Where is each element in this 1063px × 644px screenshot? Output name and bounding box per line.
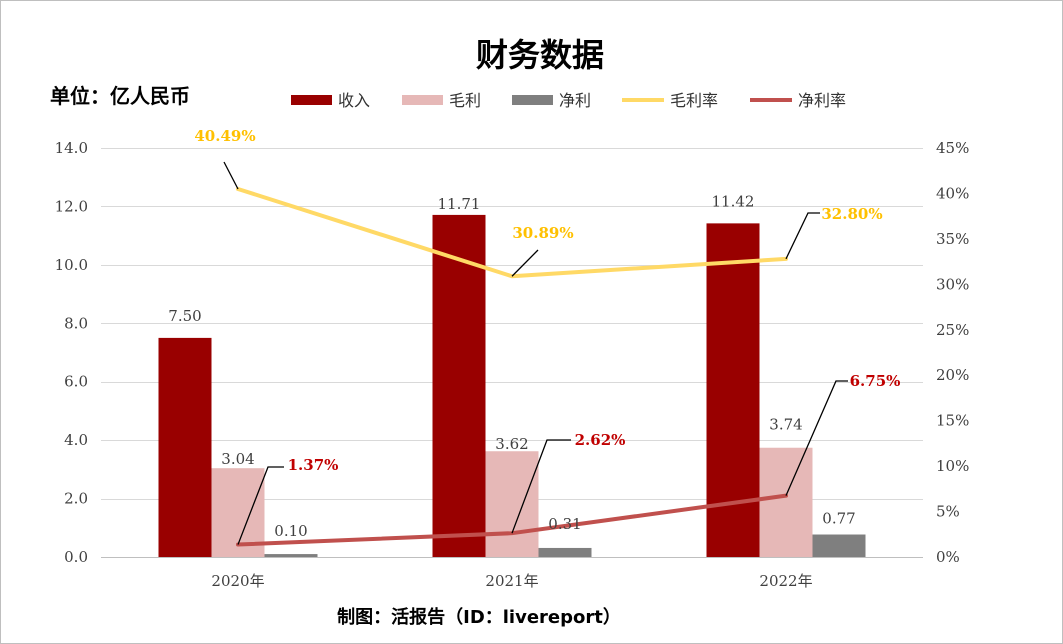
category-label: 2020年	[211, 572, 264, 590]
legend-label-net-margin: 净利率	[798, 91, 846, 110]
left-axis-tick-label: 10.0	[55, 256, 88, 274]
axis-labels: 0.0 2.0 4.0 6.0 8.0 10.0 12.0 14.0 0% 5% 10% 15% 20%…	[55, 139, 970, 590]
gross-margin-value-label: 40.49%	[194, 127, 255, 145]
right-axis-tick-label: 0%	[936, 548, 960, 566]
gross-profit-value-label: 3.04	[221, 450, 254, 468]
revenue-value-label: 11.71	[438, 195, 481, 213]
right-axis-tick-label: 15%	[936, 412, 969, 430]
right-axis-tick-label: 10%	[936, 457, 969, 475]
net-profit-value-label: 0.77	[822, 510, 855, 528]
revenue-bar	[158, 337, 212, 557]
net-profit-bar	[812, 534, 866, 557]
net-profit-bar	[264, 554, 318, 557]
left-axis-tick-label: 6.0	[64, 373, 88, 391]
unit-label: 单位：亿人民币	[50, 84, 190, 108]
right-axis-tick-label: 35%	[936, 230, 969, 248]
right-axis-tick-label: 45%	[936, 139, 969, 157]
net-margin-value-label: 1.37%	[288, 456, 339, 474]
right-axis-tick-label: 25%	[936, 321, 969, 339]
net-margin-leader-line	[785, 380, 848, 496]
gross-profit-value-label: 3.62	[495, 435, 528, 453]
legend-swatch-net-profit	[512, 95, 553, 105]
right-axis-tick-label: 40%	[936, 184, 969, 202]
right-axis-tick-label: 30%	[936, 275, 969, 293]
right-axis-tick-label: 5%	[936, 503, 960, 521]
category-label: 2021年	[485, 572, 538, 590]
legend-label-gross-profit: 毛利	[449, 91, 481, 110]
gross-margin-leader-line	[223, 161, 239, 190]
legend-label-gross-margin: 毛利率	[670, 91, 718, 110]
net-margin-leader-line	[237, 466, 284, 545]
gross-margin-leader-line	[511, 249, 539, 277]
lines	[236, 186, 788, 547]
legend-swatch-revenue	[291, 95, 332, 105]
gross-profit-bar	[485, 451, 539, 557]
legend-swatch-gross-profit	[402, 95, 443, 105]
legend-label-revenue: 收入	[338, 91, 370, 110]
left-axis-tick-label: 2.0	[64, 490, 88, 508]
legend: 收入 毛利 净利 毛利率 净利率	[291, 91, 846, 110]
net-profit-value-label: 0.10	[274, 522, 307, 540]
left-axis-tick-label: 4.0	[64, 431, 88, 449]
gross-margin-value-label: 32.80%	[821, 205, 882, 223]
revenue-value-label: 7.50	[168, 307, 201, 325]
left-axis-tick-label: 14.0	[55, 139, 88, 157]
category-label: 2022年	[759, 572, 812, 590]
revenue-value-label: 11.42	[712, 192, 755, 210]
net-profit-bar	[538, 547, 592, 557]
revenue-bar	[432, 214, 486, 558]
left-axis-tick-label: 8.0	[64, 314, 88, 332]
data-labels: 7.50 11.71 11.42 3.04 3.62 3.74 0.10 0.31 0.77 40…	[168, 127, 900, 545]
net-margin-value-label: 6.75%	[850, 372, 901, 390]
net-margin-leader-line	[511, 439, 571, 534]
right-axis-tick-label: 20%	[936, 366, 969, 384]
net-margin-line	[236, 493, 788, 547]
gross-margin-value-label: 30.89%	[512, 224, 573, 242]
footer-credit: 制图：活报告（ID：livereport）	[337, 606, 621, 628]
left-axis-tick-label: 0.0	[64, 548, 88, 566]
gross-margin-leader-line	[785, 212, 820, 260]
gross-profit-value-label: 3.74	[769, 416, 802, 434]
net-margin-value-label: 2.62%	[575, 431, 626, 449]
bars	[158, 214, 866, 558]
legend-label-net-profit: 净利	[559, 91, 591, 110]
left-axis-tick-label: 12.0	[55, 197, 88, 215]
chart-title: 财务数据	[476, 36, 604, 74]
net-profit-value-label: 0.31	[548, 515, 581, 533]
gross-margin-line	[236, 186, 788, 279]
gross-profit-bar	[759, 447, 813, 557]
